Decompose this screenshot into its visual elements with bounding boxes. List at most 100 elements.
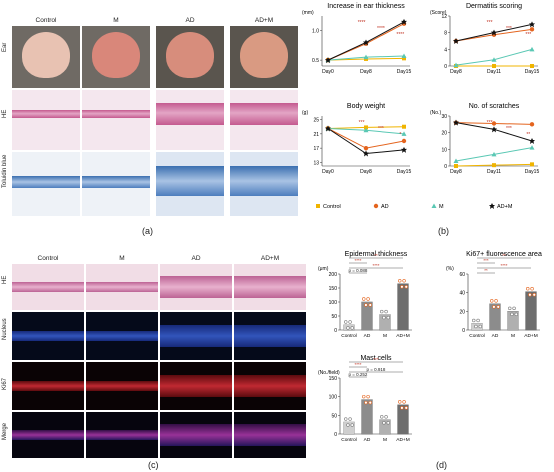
y-tick-label: 0 <box>334 432 337 438</box>
replicate-point <box>528 293 532 297</box>
bar-fill-AD <box>489 303 501 330</box>
data-point-Control <box>402 56 406 61</box>
y-tick-label: 20 <box>441 131 447 137</box>
bar-chart-2: Mast cells (No./field) 0 50 100 150 Control AD M… <box>318 355 412 443</box>
significance-label: ** <box>526 132 530 138</box>
chart-title: Dermatitis scoring <box>466 3 522 10</box>
data-point-Control <box>492 163 496 168</box>
line-chart-0: Increase in ear thickness (mm) 0.5 1.0 Day0 D… <box>302 3 411 75</box>
he-tissue-0 <box>12 110 80 118</box>
data-point-M <box>491 57 497 62</box>
column-label-a-2: AD <box>185 17 195 24</box>
data-point-AD <box>491 121 497 126</box>
replicate-point <box>384 415 388 419</box>
replicate-point <box>526 287 530 291</box>
replicate-point <box>362 297 366 301</box>
significance-label: **** <box>500 263 507 268</box>
replicate-point <box>380 309 384 314</box>
replicate-point <box>382 421 386 425</box>
significance-label: p = 0.252 <box>349 372 368 377</box>
data-point-M <box>363 127 369 133</box>
significance-label: **** <box>396 32 404 38</box>
he-band-1 <box>86 282 158 292</box>
data-point-Control <box>454 164 458 168</box>
replicate-point <box>398 279 402 283</box>
x-tick-label: Day0 <box>322 169 334 175</box>
toluidine-image-2 <box>156 152 224 216</box>
bar-chart-0: Epidermal thickness (μm) 0 50 100 150 200 Contr… <box>318 251 412 339</box>
x-tick-label: AD <box>364 437 371 443</box>
bar-fill-AD+M <box>525 291 537 330</box>
data-point-AD+M <box>363 150 369 157</box>
he-image-0 <box>12 90 80 150</box>
significance-label: **** <box>372 263 379 268</box>
y-tick-label: 20 <box>459 309 465 315</box>
y-tick-label: 0 <box>334 328 337 334</box>
ki-band-0 <box>12 381 84 391</box>
data-point-AD <box>401 138 407 144</box>
column-label-c-2: AD <box>191 255 201 262</box>
data-point-AD+M <box>529 21 535 28</box>
replicate-point <box>344 320 348 324</box>
y-tick-label: 25 <box>313 118 319 124</box>
ear-photo-2 <box>156 26 224 88</box>
nuc-image-0 <box>12 312 84 360</box>
replicate-point <box>494 299 498 303</box>
column-label-c-3: AD+M <box>260 255 280 262</box>
he-image-2 <box>156 90 224 150</box>
replicate-point <box>472 318 476 323</box>
chart-title: Body weight <box>347 103 385 110</box>
nuc-band-3 <box>234 325 306 347</box>
x-tick-label: Control <box>341 437 356 443</box>
significance-label: *** <box>373 357 379 362</box>
ki-image-2 <box>160 362 232 410</box>
y-tick-label: 100 <box>329 300 338 306</box>
row-label-he: HE <box>2 109 8 118</box>
replicate-point <box>402 400 406 404</box>
ki-image-1 <box>86 362 158 410</box>
replicate-point <box>346 423 350 427</box>
replicate-point <box>490 299 494 303</box>
ear-shape-0 <box>22 32 70 78</box>
legend-marker-AD+M <box>489 203 495 209</box>
replicate-point <box>362 394 366 399</box>
row-label-toluidine: Toluidin blue <box>2 154 8 188</box>
merge-band-3 <box>234 424 306 446</box>
y-tick-label: 0.5 <box>312 58 319 64</box>
toluidine-image-3 <box>230 152 298 216</box>
row-label-nucleus: Nucleus <box>2 318 8 340</box>
replicate-point <box>474 324 478 329</box>
he-tissue-3 <box>230 103 298 125</box>
bar-fill-M <box>507 311 519 330</box>
nuc-band-2 <box>160 325 232 347</box>
replicate-point <box>350 326 354 330</box>
row-label-merge: Merge <box>2 422 8 440</box>
replicate-point <box>348 320 352 324</box>
chart-legend: Control AD M AD+M <box>316 203 513 210</box>
y-axis-unit: (g) <box>302 110 308 116</box>
merge-image-1 <box>86 412 158 458</box>
panel-a-label: (a) <box>142 226 153 236</box>
legend-marker-Control <box>316 204 320 208</box>
data-point-M <box>363 54 369 60</box>
x-tick-label: Day15 <box>525 169 540 175</box>
nuc-band-0 <box>12 331 84 341</box>
column-label-c-0: Control <box>37 255 59 262</box>
data-point-M <box>453 158 459 163</box>
legend-label: M <box>439 204 444 210</box>
merge-band-2 <box>160 424 232 446</box>
ear-photo-3 <box>230 26 298 88</box>
he-band-0 <box>12 282 84 292</box>
he-band-3 <box>234 276 306 298</box>
data-point-Control <box>492 64 496 68</box>
bar-fill-M <box>379 419 391 434</box>
merge-image-3 <box>234 412 306 458</box>
significance-label: ** <box>374 253 378 258</box>
x-tick-label: AD+M <box>524 333 537 339</box>
y-tick-label: 30 <box>441 114 447 120</box>
replicate-point <box>350 423 354 427</box>
replicate-point <box>386 421 390 425</box>
he-image-0 <box>12 264 84 310</box>
data-point-AD <box>529 122 535 127</box>
data-point-AD+M <box>453 119 459 126</box>
